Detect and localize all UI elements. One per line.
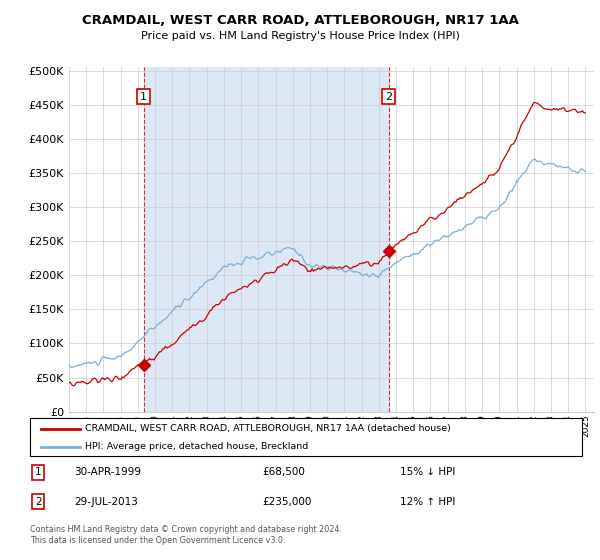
- Text: 2: 2: [35, 497, 41, 507]
- FancyBboxPatch shape: [30, 418, 582, 456]
- Text: 1: 1: [35, 467, 41, 477]
- Text: £68,500: £68,500: [262, 467, 305, 477]
- Text: 29-JUL-2013: 29-JUL-2013: [74, 497, 138, 507]
- Text: 1: 1: [140, 91, 147, 101]
- Text: 2: 2: [385, 91, 392, 101]
- Text: HPI: Average price, detached house, Breckland: HPI: Average price, detached house, Brec…: [85, 442, 308, 451]
- Text: £235,000: £235,000: [262, 497, 311, 507]
- Text: CRAMDAIL, WEST CARR ROAD, ATTLEBOROUGH, NR17 1AA (detached house): CRAMDAIL, WEST CARR ROAD, ATTLEBOROUGH, …: [85, 424, 451, 433]
- Text: 30-APR-1999: 30-APR-1999: [74, 467, 141, 477]
- Text: CRAMDAIL, WEST CARR ROAD, ATTLEBOROUGH, NR17 1AA: CRAMDAIL, WEST CARR ROAD, ATTLEBOROUGH, …: [82, 14, 518, 27]
- Bar: [143, 67, 389, 412]
- Text: Contains HM Land Registry data © Crown copyright and database right 2024.
This d: Contains HM Land Registry data © Crown c…: [30, 525, 342, 545]
- Text: Price paid vs. HM Land Registry's House Price Index (HPI): Price paid vs. HM Land Registry's House …: [140, 31, 460, 41]
- Text: 15% ↓ HPI: 15% ↓ HPI: [400, 467, 455, 477]
- Text: 12% ↑ HPI: 12% ↑ HPI: [400, 497, 455, 507]
